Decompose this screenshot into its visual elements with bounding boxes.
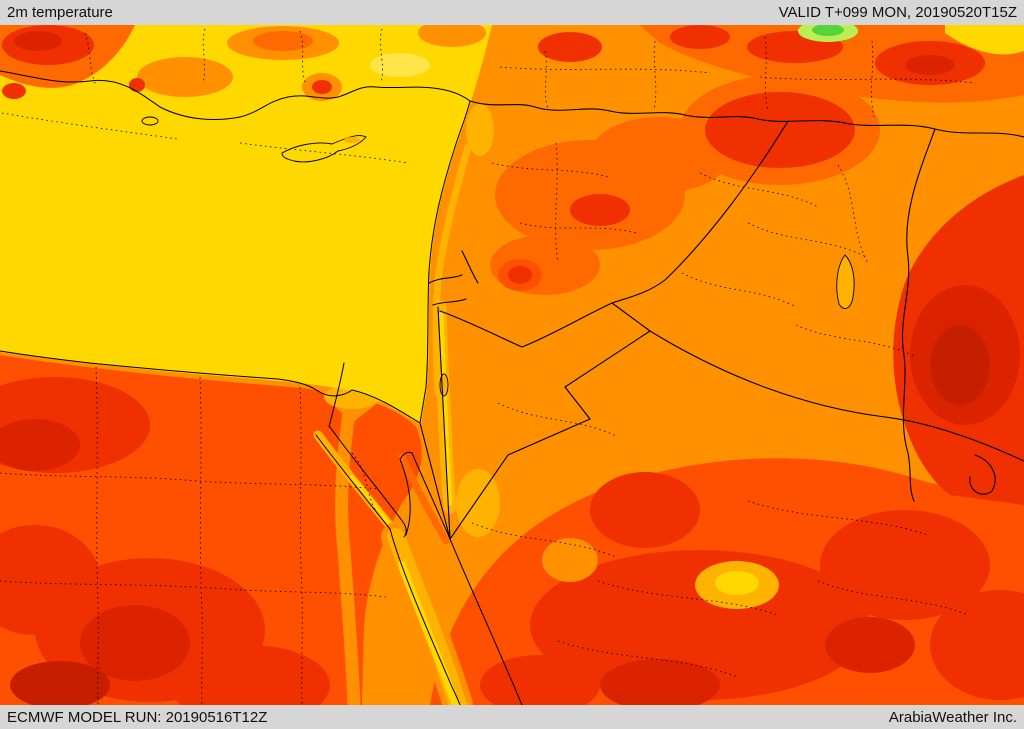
map-area (0, 25, 1024, 705)
model-run-label: ECMWF MODEL RUN: 20190516T12Z (7, 708, 268, 726)
west-turkey-patches (0, 25, 486, 101)
footer-bar: ECMWF MODEL RUN: 20190516T12Z ArabiaWeat… (0, 705, 1024, 729)
lake-tharthar (836, 254, 855, 309)
red-sea-region (313, 430, 473, 705)
header-bar: 2m temperature VALID T+099 MON, 20190520… (0, 0, 1024, 25)
cool-patch-top-right (945, 25, 1024, 55)
temperature-map (0, 25, 1024, 705)
suez-canal (328, 362, 345, 428)
country-borders (419, 100, 1024, 540)
gulf-of-aqaba (398, 453, 450, 545)
coastlines (0, 70, 523, 705)
cyprus-island (281, 135, 367, 163)
mediterranean-sea (0, 25, 492, 425)
east-turkey-strip (538, 25, 1024, 185)
brand-label: ArabiaWeather Inc. (888, 708, 1017, 726)
valid-time-label: VALID T+099 MON, 20190520T15Z (778, 4, 1017, 21)
arabia-hot-region (430, 458, 1024, 705)
iraq-iran-hot-region (893, 175, 1024, 505)
admin-boundaries-dotted (0, 28, 976, 705)
island-rhodes (141, 116, 159, 126)
egypt-hot-region (0, 355, 422, 705)
map-title: 2m temperature (7, 4, 113, 21)
